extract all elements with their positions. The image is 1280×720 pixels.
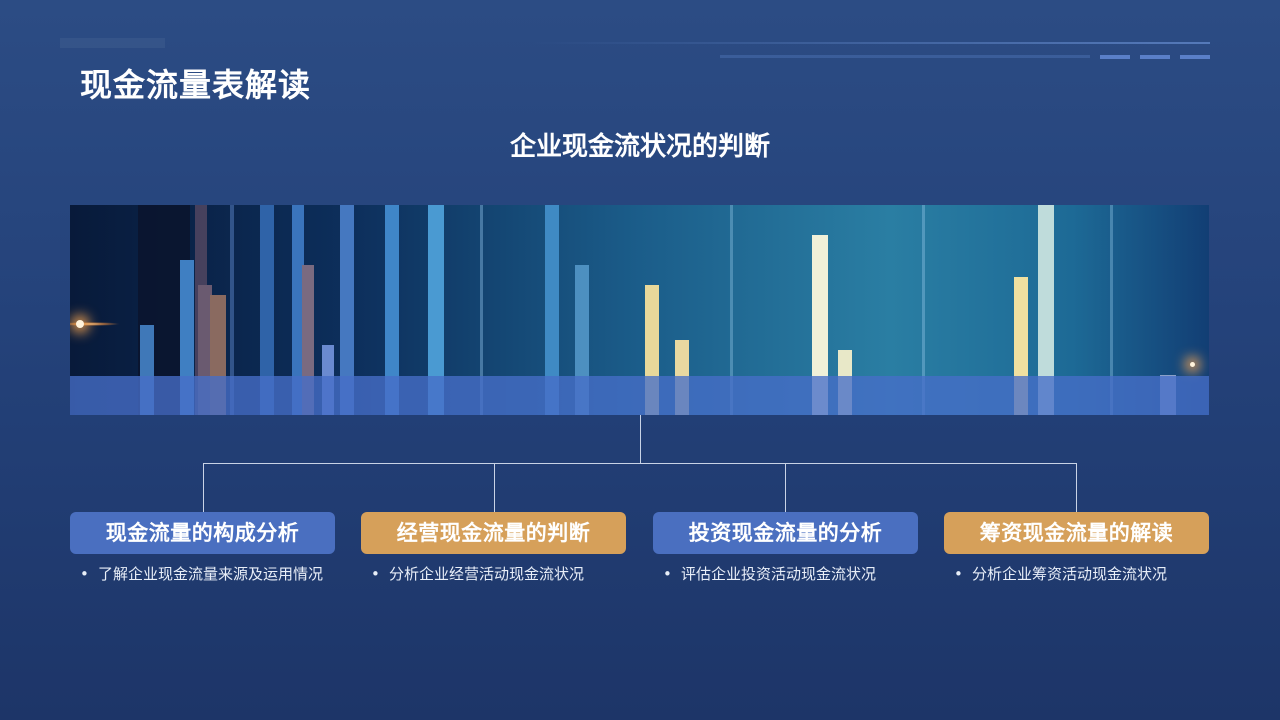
connector-line (494, 463, 495, 512)
card-title-composition: 现金流量的构成分析 (70, 512, 335, 554)
decorative-dash (1140, 55, 1170, 59)
slide-title: 现金流量表解读 (80, 66, 312, 104)
bullet-text: 评估企业投资活动现金流状况 (681, 565, 877, 583)
card-title-financing: 筹资现金流量的解读 (944, 512, 1209, 554)
connector-line (203, 463, 204, 512)
card-bullet: • 评估企业投资活动现金流状况 (663, 563, 913, 585)
card-bullet: • 分析企业筹资活动现金流状况 (954, 563, 1204, 585)
decorative-line (530, 42, 1210, 44)
bullet-dot-icon: • (663, 565, 672, 583)
banner-overlay-strip (70, 376, 1209, 415)
card-bullet: • 分析企业经营活动现金流状况 (371, 563, 621, 585)
decorative-line-secondary (720, 55, 1090, 58)
connector-line (1076, 463, 1077, 512)
slide-subtitle: 企业现金流状况的判断 (509, 132, 770, 162)
decorative-bar (60, 38, 165, 48)
card-title-operating: 经营现金流量的判断 (361, 512, 626, 554)
bullet-text: 分析企业经营活动现金流状况 (389, 565, 585, 583)
connector-line (203, 463, 1077, 464)
bullet-dot-icon: • (371, 565, 380, 583)
bullet-text: 分析企业筹资活动现金流状况 (972, 565, 1168, 583)
card-bullet: • 了解企业现金流量来源及运用情况 (80, 563, 330, 585)
banner-image (70, 205, 1209, 415)
bullet-dot-icon: • (954, 565, 963, 583)
bullet-dot-icon: • (80, 565, 89, 583)
decorative-dash (1100, 55, 1130, 59)
card-title-investing: 投资现金流量的分析 (653, 512, 918, 554)
bullet-text: 了解企业现金流量来源及运用情况 (98, 565, 324, 583)
decorative-dash (1180, 55, 1210, 59)
connector-line (785, 463, 786, 512)
connector-line (640, 415, 641, 463)
